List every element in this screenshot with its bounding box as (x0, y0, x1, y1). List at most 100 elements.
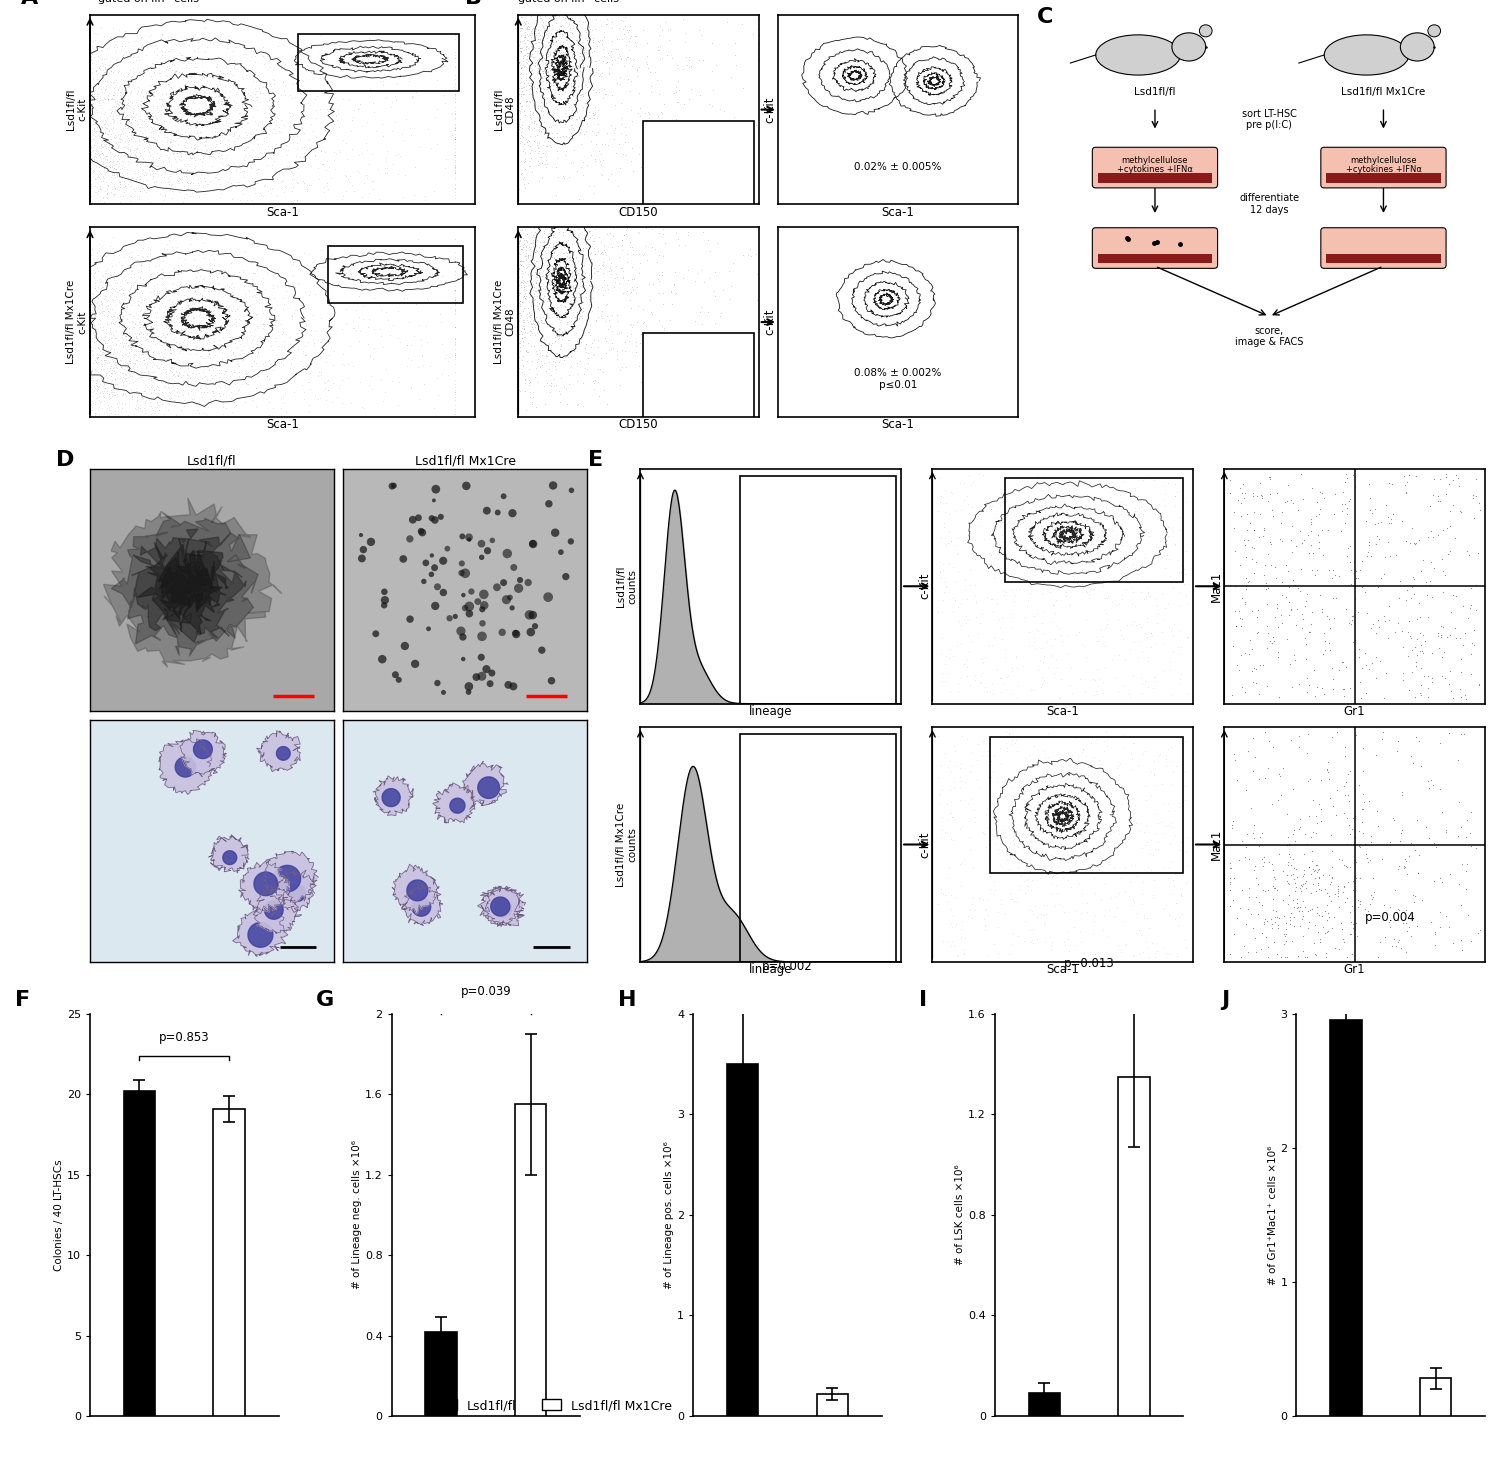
Point (966, 515, 990, 538)
Point (1113, 855, 1137, 879)
Point (152, 271, 176, 295)
Point (1302, 858, 1326, 882)
Point (112, 143, 136, 167)
Point (537, 261, 561, 285)
Point (150, 90, 174, 114)
Point (538, 43, 562, 66)
Point (444, 63, 468, 87)
Point (1077, 586, 1101, 609)
Point (1096, 853, 1120, 876)
Point (1132, 621, 1156, 645)
Point (249, 183, 273, 207)
Point (1140, 783, 1164, 807)
Point (159, 358, 183, 382)
Point (106, 289, 130, 313)
Point (518, 155, 542, 178)
Point (118, 357, 142, 381)
Point (548, 18, 572, 41)
Text: gated on lin⁻ cells: gated on lin⁻ cells (518, 0, 620, 4)
Point (939, 934, 963, 957)
Point (1462, 634, 1486, 658)
Point (542, 77, 566, 100)
Point (222, 274, 246, 298)
Point (183, 391, 207, 414)
Point (80, 83, 104, 106)
Point (1304, 866, 1328, 889)
Point (255, 364, 279, 388)
Point (560, 63, 584, 87)
Point (542, 295, 566, 319)
Point (466, 590, 490, 614)
Bar (1098, 173, 1212, 183)
Point (628, 323, 652, 347)
Point (639, 60, 663, 84)
Point (141, 398, 165, 422)
Point (1166, 913, 1190, 937)
Point (196, 311, 220, 335)
Point (130, 37, 154, 60)
Point (993, 637, 1017, 661)
Point (364, 622, 388, 646)
Point (1360, 888, 1384, 912)
Point (135, 353, 159, 376)
Point (228, 161, 252, 184)
Point (524, 311, 548, 335)
Point (394, 333, 418, 357)
Point (950, 926, 974, 950)
Point (1410, 639, 1434, 662)
Point (90, 296, 114, 320)
Point (525, 77, 549, 100)
Point (80, 83, 104, 106)
Point (999, 606, 1023, 630)
Point (170, 122, 194, 146)
Point (261, 273, 285, 296)
Point (579, 314, 603, 338)
Point (1263, 555, 1287, 578)
Point (230, 159, 254, 183)
Point (1086, 794, 1110, 817)
Point (1438, 513, 1462, 537)
Point (160, 375, 184, 398)
Point (1288, 578, 1312, 602)
Point (950, 850, 974, 873)
Point (111, 280, 135, 304)
Point (556, 252, 580, 276)
Point (928, 559, 952, 583)
Point (209, 74, 232, 97)
Point (81, 87, 105, 111)
Point (357, 90, 381, 114)
Point (1094, 944, 1118, 968)
Point (93, 78, 117, 102)
Point (308, 97, 332, 121)
Text: D: D (56, 450, 75, 469)
Point (566, 84, 590, 108)
Point (564, 52, 588, 75)
Point (87, 286, 111, 310)
Point (956, 648, 980, 671)
Point (542, 31, 566, 55)
Point (154, 322, 178, 345)
Point (106, 391, 130, 414)
Point (214, 146, 238, 170)
Point (207, 69, 231, 93)
Point (1288, 914, 1312, 938)
Point (1358, 499, 1382, 522)
Point (741, 22, 765, 46)
Point (531, 44, 555, 68)
Point (238, 294, 262, 317)
Point (136, 109, 160, 133)
Point (111, 373, 135, 397)
Point (1250, 484, 1274, 507)
Point (207, 131, 231, 155)
Point (650, 18, 674, 41)
Point (129, 97, 153, 121)
Point (525, 60, 549, 84)
Point (970, 650, 994, 674)
Point (111, 310, 135, 333)
Point (153, 294, 177, 317)
Point (209, 181, 232, 205)
Point (974, 552, 998, 575)
Point (93, 121, 117, 145)
Point (102, 83, 126, 106)
Point (405, 80, 429, 103)
